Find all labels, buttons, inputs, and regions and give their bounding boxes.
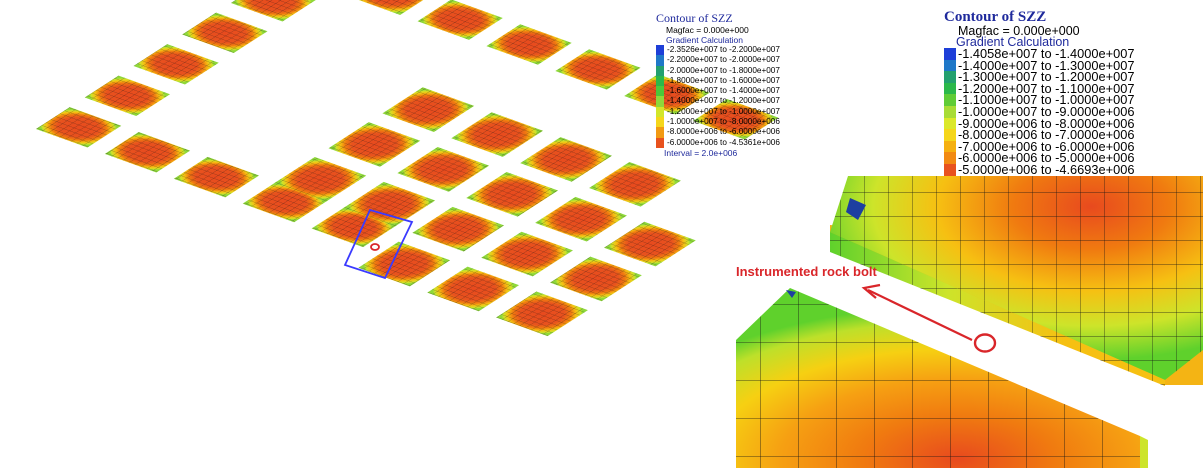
legend-swatch	[656, 86, 664, 97]
bolt-callout	[861, 283, 997, 353]
left-model	[36, 0, 779, 337]
legend-swatch	[656, 96, 664, 107]
legend-swatch	[944, 82, 956, 95]
legend-swatch	[944, 105, 956, 118]
legend-row: -1.3000e+007 to -1.2000e+007	[944, 71, 1203, 83]
legend-range-label: -2.2000e+007 to -2.0000e+007	[667, 55, 780, 65]
legend-swatch	[656, 106, 664, 118]
legend-swatch	[656, 65, 664, 76]
legend-swatch	[944, 48, 956, 60]
legend-range-label: -7.0000e+006 to -6.0000e+006	[958, 138, 1135, 154]
legend-swatch	[944, 94, 956, 106]
zoom-view	[736, 176, 1203, 468]
bolt-box	[343, 208, 414, 280]
legend-swatch	[656, 117, 664, 128]
legend-range-label: -6.0000e+006 to -5.0000e+006	[958, 150, 1135, 166]
bolt-circle	[973, 333, 997, 353]
legend-swatch	[944, 71, 956, 83]
perimeter-pillars	[36, 0, 779, 248]
legend-swatch	[656, 45, 664, 56]
legend-range-label: -5.0000e+006 to -4.6693e+006	[958, 161, 1135, 177]
legend-range-label: -1.6000e+007 to -1.4000e+007	[667, 86, 780, 96]
legend-range-label: -1.1000e+007 to -1.0000e+007	[958, 92, 1135, 108]
legend-row: -2.0000e+007 to -1.8000e+007	[656, 65, 796, 76]
legend-swatch	[944, 163, 956, 176]
legend-range-label: -1.8000e+007 to -1.6000e+007	[667, 75, 780, 85]
legend-range-label: -1.4000e+007 to -1.2000e+007	[667, 96, 780, 106]
legend-row: -1.1000e+007 to -1.0000e+007	[944, 94, 1203, 106]
legend-interval: Interval = 2.0e+006	[664, 147, 738, 158]
legend-rows: -2.3526e+007 to -2.2000e+007 -2.2000e+007…	[656, 45, 796, 148]
bolt-locator	[343, 208, 414, 280]
legend-magfac: Magfac = 0.000e+000	[666, 25, 749, 35]
legend-row: -5.0000e+006 to -4.6693e+006	[944, 161, 1203, 177]
legend-swatch	[944, 152, 956, 164]
legend-range-label: -8.0000e+006 to -7.0000e+006	[958, 127, 1135, 143]
legend-row: -1.4058e+007 to -1.4000e+007	[944, 46, 1203, 61]
legend-range-label: -2.0000e+007 to -1.8000e+007	[667, 65, 780, 75]
zoom-pillar-top	[830, 176, 1203, 386]
legend-row: -6.0000e+006 to -5.0000e+006	[944, 152, 1203, 164]
arrow-icon	[861, 283, 881, 299]
legend-row: -2.3526e+007 to -2.2000e+007	[656, 45, 796, 56]
legend-range-label: -1.2000e+007 to -1.0000e+007	[667, 106, 780, 116]
legend-magfac: Magfac = 0.000e+000	[958, 24, 1080, 38]
zoom-pillar-bottom	[736, 288, 1148, 468]
instrumented-bolt-label: Instrumented rock bolt	[736, 264, 877, 279]
legend-swatch	[656, 75, 664, 87]
legend-rows: -1.4058e+007 to -1.4000e+007 -1.4000e+007…	[944, 46, 1203, 177]
legend-row: -1.8000e+007 to -1.6000e+007	[656, 75, 796, 87]
pillar-grid	[36, 0, 779, 337]
interior-pillars	[274, 87, 696, 337]
legend-swatch	[944, 129, 956, 141]
legend-row: -1.4000e+007 to -1.3000e+007	[944, 57, 1203, 73]
legend-left: Contour of SZZ Magfac = 0.000e+000 Gradi…	[656, 12, 796, 159]
legend-range-label: -8.0000e+006 to -6.0000e+006	[667, 127, 780, 137]
legend-range-label: -1.3000e+007 to -1.2000e+007	[958, 69, 1135, 85]
legend-row: -7.0000e+006 to -6.0000e+006	[944, 138, 1203, 154]
legend-row: -2.2000e+007 to -2.0000e+007	[656, 55, 796, 66]
legend-title: Contour of SZZ	[656, 11, 733, 25]
legend-swatch	[944, 59, 956, 72]
legend-row: -8.0000e+006 to -6.0000e+006	[656, 127, 796, 138]
legend-row: -1.2000e+007 to -1.1000e+007	[944, 80, 1203, 96]
legend-swatch	[656, 137, 664, 148]
legend-subtitle: Gradient Calculation	[956, 35, 1070, 49]
legend-range-label: -1.4058e+007 to -1.4000e+007	[958, 46, 1135, 61]
legend-range-label: -1.0000e+007 to -9.0000e+006	[958, 103, 1135, 119]
legend-swatch	[944, 140, 956, 153]
legend-range-label: -1.0000e+007 to -8.0000e+006	[667, 117, 780, 127]
legend-swatch	[656, 55, 664, 66]
legend-range-label: -1.4000e+007 to -1.3000e+007	[958, 57, 1135, 73]
legend-row: -1.2000e+007 to -1.0000e+007	[656, 106, 796, 118]
legend-row: -1.6000e+007 to -1.4000e+007	[656, 86, 796, 97]
legend-range-label: -9.0000e+006 to -8.0000e+006	[958, 115, 1135, 131]
legend-row: -1.4000e+007 to -1.2000e+007	[656, 96, 796, 107]
legend-range-label: -2.3526e+007 to -2.2000e+007	[667, 45, 780, 54]
legend-swatch	[944, 117, 956, 130]
legend-range-label: -1.2000e+007 to -1.1000e+007	[958, 80, 1135, 96]
legend-range-label: -6.0000e+006 to -4.5361e+006	[667, 137, 780, 147]
legend-subtitle: Gradient Calculation	[666, 35, 744, 45]
legend-row: -8.0000e+006 to -7.0000e+006	[944, 127, 1203, 143]
legend-swatch	[656, 127, 664, 138]
legend-title: Contour of SZZ	[944, 9, 1047, 25]
legend-row: -1.0000e+007 to -8.0000e+006	[656, 117, 796, 128]
legend-row: -9.0000e+006 to -8.0000e+006	[944, 115, 1203, 131]
legend-row: -1.0000e+007 to -9.0000e+006	[944, 103, 1203, 119]
legend-row: -6.0000e+006 to -4.5361e+006	[656, 137, 796, 148]
bolt-marker	[370, 243, 380, 251]
legend-right: Contour of SZZ Magfac = 0.000e+000 Gradi…	[944, 10, 1203, 176]
